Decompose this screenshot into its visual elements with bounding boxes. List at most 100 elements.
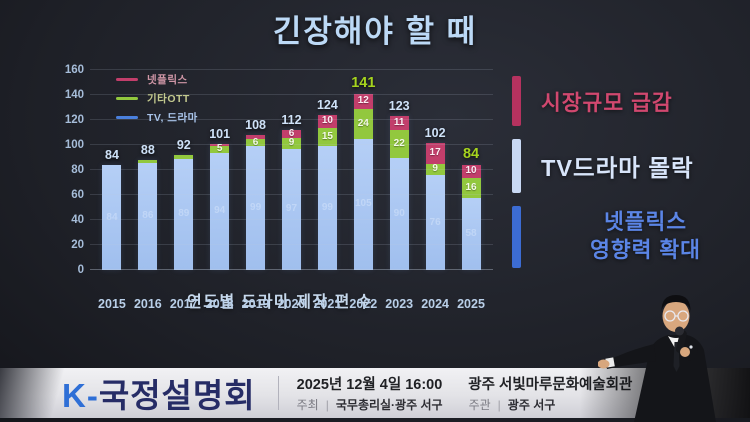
segment-넷플릭스: 10	[461, 165, 481, 178]
y-axis-tick: 160	[64, 64, 84, 76]
segment-TV, 드라마: 86	[138, 162, 158, 270]
bar-total-label: 112	[281, 113, 302, 127]
x-axis-tick: 2019	[241, 297, 270, 311]
segment-value-label: 12	[357, 95, 369, 107]
legend-item: 기타OTT	[116, 91, 198, 106]
gridline	[90, 269, 493, 270]
segment-value-label: 9	[432, 163, 438, 175]
segment-TV, 드라마: 76	[425, 175, 445, 270]
stacked-bar: 10 15 99	[317, 115, 337, 270]
lapel-pin	[689, 345, 693, 349]
callout-label: 시장규모 급감	[541, 90, 673, 115]
x-axis-tick: 2023	[385, 297, 414, 311]
callout-line: 영향력 확대	[590, 238, 701, 262]
event-datetime: 2025년 12월 4일 16:00	[296, 377, 443, 393]
presenter-glasses	[664, 310, 689, 322]
bar-column-2025: 84 10 16 58 2025	[453, 48, 489, 311]
segment-value-label: 58	[465, 227, 477, 239]
microphone-head	[675, 326, 684, 336]
gridline	[90, 169, 493, 170]
segment-TV, 드라마: 97	[281, 148, 301, 270]
organizer-value: 광주 서구	[507, 398, 556, 412]
bar-total-label: 92	[176, 138, 191, 152]
gridline	[90, 69, 493, 70]
x-axis-tick: 2021	[313, 297, 342, 311]
stacked-bar: 11 22 90	[389, 116, 409, 270]
bar-column-2016: 88 86 2016	[130, 48, 166, 311]
callout-netflix-expansion: 넷플릭스 영향력 확대	[512, 206, 750, 268]
stacked-bar: 89	[174, 155, 194, 270]
legend-item: 넷플릭스	[116, 72, 198, 87]
gridline	[90, 94, 493, 95]
segment-기타OTT	[174, 155, 194, 159]
y-axis-tick: 0	[77, 264, 84, 276]
segment-value-label: 90	[393, 207, 405, 219]
segment-기타OTT: 16	[461, 177, 481, 198]
segment-value-label: 10	[465, 165, 477, 177]
segment-TV, 드라마: 94	[210, 152, 230, 270]
stacked-bar: 10 16 58	[461, 165, 481, 270]
segment-TV, 드라마: 84	[102, 165, 122, 270]
bar-total-label: 84	[462, 146, 480, 162]
y-axis-tick: 60	[71, 189, 84, 201]
segment-넷플릭스	[246, 135, 266, 139]
segment-TV, 드라마: 105	[353, 138, 373, 270]
segment-기타OTT: 24	[353, 108, 373, 139]
callout-label: TV드라마 몰락	[541, 155, 694, 181]
segment-넷플릭스: 10	[317, 115, 337, 128]
legend-item: TV, 드라마	[116, 110, 198, 125]
bar-total-label: 88	[140, 143, 155, 157]
banner-left-shadow	[0, 368, 95, 418]
segment-TV, 드라마: 99	[246, 146, 266, 270]
segment-TV, 드라마: 99	[317, 146, 337, 270]
bar-total-label: 141	[351, 74, 376, 91]
x-axis-tick: 2022	[349, 297, 378, 311]
segment-value-label: 22	[393, 137, 405, 149]
segment-기타OTT: 6	[246, 137, 266, 147]
x-axis-tick: 2017	[169, 297, 198, 311]
stacked-bar: 17 9 76	[425, 142, 445, 270]
legend-label: TV, 드라마	[147, 112, 198, 124]
legend-line-swatch	[116, 116, 138, 119]
segment-value-label: 76	[429, 216, 441, 228]
bar-column-2021: 124 10 15 99 2021	[309, 48, 345, 311]
segment-value-label: 17	[429, 147, 441, 159]
segment-TV, 드라마: 58	[461, 197, 481, 270]
host-value: 국무총리실·광주 서구	[335, 398, 443, 412]
segment-넷플릭스: 6	[281, 128, 301, 138]
presenter-hand-pointing	[598, 359, 610, 369]
gridline	[90, 119, 493, 120]
presenter-hand-mic	[680, 347, 690, 357]
y-axis-tick: 120	[64, 114, 84, 126]
bar-column-2024: 102 17 9 76 2024	[417, 48, 453, 312]
stacked-bar: 86	[138, 160, 158, 270]
callout-accent-bar	[512, 76, 521, 126]
bar-total-label: 102	[424, 125, 446, 140]
segment-value-label: 89	[178, 208, 190, 220]
gridline	[90, 244, 493, 245]
legend-label: 기타OTT	[147, 93, 190, 105]
bar-total-label: 123	[388, 99, 410, 114]
y-axis-tick: 100	[64, 139, 84, 151]
stacked-bar: 84	[102, 165, 122, 270]
bar-column-2020: 112 6 9 97 2020	[274, 48, 310, 311]
segment-넷플릭스: 11	[389, 116, 409, 130]
bar-total-label: 108	[245, 118, 266, 132]
segment-넷플릭스	[210, 143, 230, 147]
segment-value-label: 99	[250, 202, 262, 214]
segment-기타OTT	[138, 160, 158, 163]
x-axis-tick: 2015	[98, 297, 126, 311]
bar-column-2015: 84 84 2015	[94, 48, 130, 311]
segment-value-label: 105	[354, 198, 372, 210]
separator: |	[325, 398, 329, 412]
presenter-hair	[661, 295, 691, 312]
bar-column-2017: 92 89 2017	[166, 48, 202, 311]
plot-area: 84 84 2015 88 86 2016 92 89 2017 101 5 94 2018 108 6 99…	[65, 64, 493, 311]
segment-value-label: 99	[321, 202, 333, 214]
segment-value-label: 86	[142, 210, 154, 222]
x-axis-tick: 2018	[205, 297, 234, 311]
drama-production-chart: 84 84 2015 88 86 2016 92 89 2017 101 5 94 2018 108 6 99…	[58, 60, 493, 311]
y-axis-tick: 80	[71, 164, 84, 176]
gridline	[90, 194, 493, 195]
